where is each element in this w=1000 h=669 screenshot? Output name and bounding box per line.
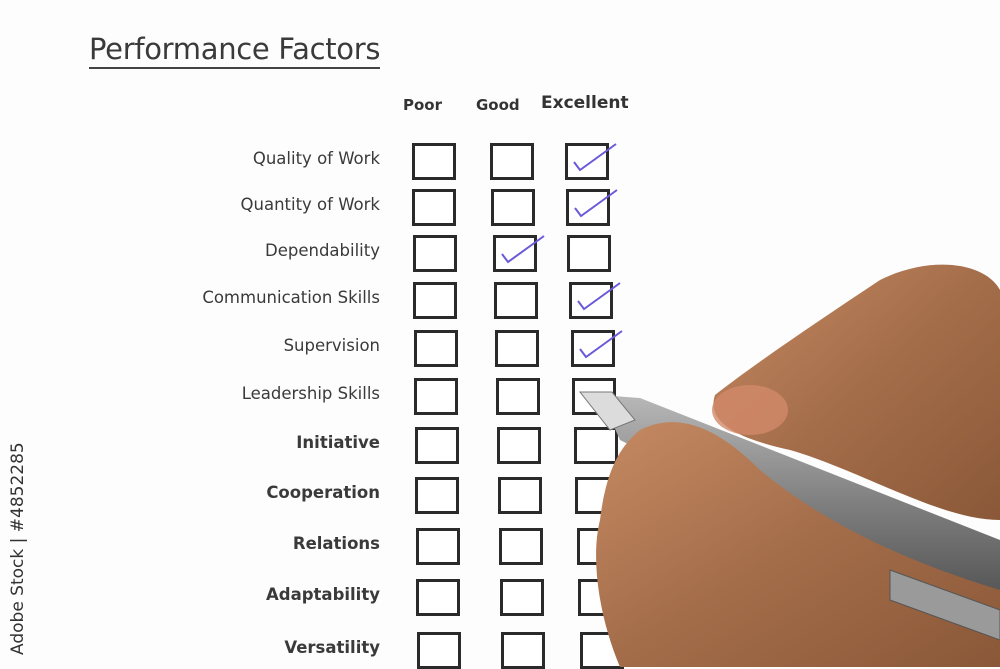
checkbox-excellent[interactable] [574, 427, 618, 464]
checkbox-poor[interactable] [416, 579, 460, 616]
checkbox-good[interactable] [499, 528, 543, 565]
checkbox-good[interactable] [491, 189, 535, 226]
checkmark-icon [577, 282, 621, 311]
checkbox-good[interactable] [496, 378, 540, 415]
row-label: Dependability [265, 241, 380, 260]
row-label: Communication Skills [202, 288, 380, 307]
checkmark-icon [574, 189, 618, 218]
checkbox-poor[interactable] [416, 528, 460, 565]
checkbox-poor[interactable] [413, 235, 457, 272]
form-title: Performance Factors [89, 32, 380, 69]
checkbox-excellent[interactable] [571, 330, 623, 367]
row-label: Initiative [296, 433, 380, 452]
checkbox-good[interactable] [500, 579, 544, 616]
checkbox-poor[interactable] [412, 189, 456, 226]
pen-clip [889, 569, 1000, 641]
checkbox-good[interactable] [498, 477, 542, 514]
row-label: Quantity of Work [240, 195, 380, 214]
checkbox-excellent[interactable] [569, 282, 621, 319]
checkbox-excellent[interactable] [566, 189, 618, 226]
index-finger [713, 264, 1000, 520]
checkbox-good[interactable] [494, 282, 538, 319]
checkbox-excellent[interactable] [565, 143, 617, 180]
checkbox-poor[interactable] [415, 477, 459, 514]
row-label: Versatility [284, 638, 380, 657]
row-label: Leadership Skills [241, 384, 380, 403]
checkmark-icon [501, 235, 545, 264]
row-label: Adaptability [266, 585, 380, 604]
row-label: Supervision [283, 336, 380, 355]
row-label: Quality of Work [252, 149, 380, 168]
checkmark-icon [579, 330, 623, 359]
row-label: Cooperation [266, 483, 380, 502]
pen-tip [578, 391, 636, 431]
checkmark-icon [573, 143, 617, 172]
checkbox-poor[interactable] [414, 378, 458, 415]
checkbox-good[interactable] [490, 143, 534, 180]
column-header-good: Good [476, 96, 520, 114]
row-label: Relations [292, 534, 380, 553]
checkbox-poor[interactable] [414, 330, 458, 367]
checkbox-good[interactable] [493, 235, 545, 272]
checkbox-poor[interactable] [413, 282, 457, 319]
thumb-and-palm [596, 422, 1000, 667]
fingertip [712, 385, 788, 435]
column-header-excellent: Excellent [541, 93, 629, 113]
column-header-poor: Poor [403, 96, 443, 114]
checkbox-poor[interactable] [412, 143, 456, 180]
checkbox-good[interactable] [497, 427, 541, 464]
checkbox-good[interactable] [495, 330, 539, 367]
checkbox-poor[interactable] [415, 427, 459, 464]
checkbox-excellent[interactable] [567, 235, 611, 272]
